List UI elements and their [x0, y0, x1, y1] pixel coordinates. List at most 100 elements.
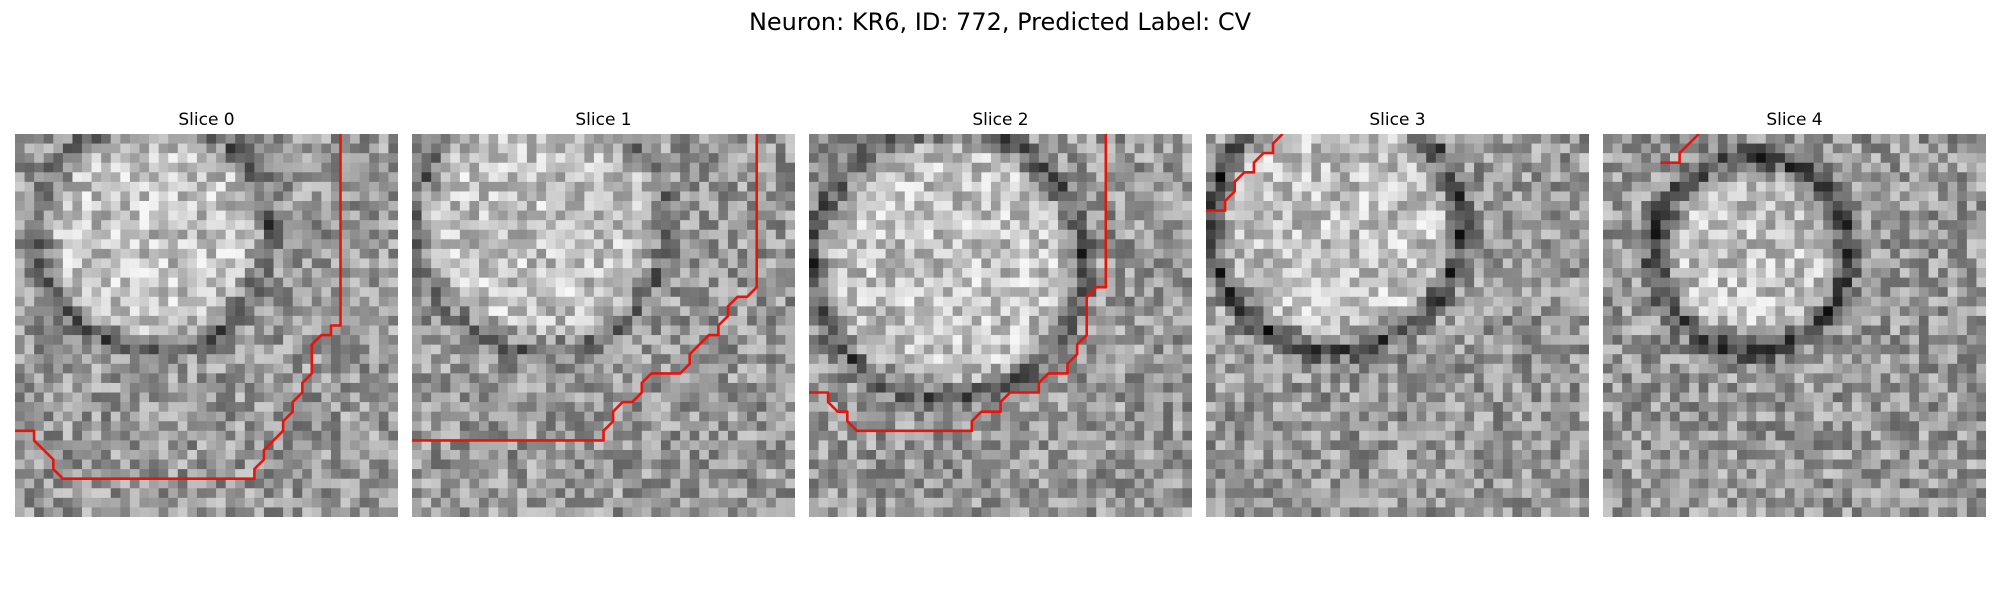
- pixel: [15, 392, 25, 403]
- pixel: [923, 488, 934, 499]
- pixel: [651, 449, 662, 460]
- pixel: [1115, 181, 1126, 192]
- pixel: [378, 421, 389, 432]
- pixel: [1057, 421, 1068, 432]
- pixel: [904, 306, 915, 317]
- pixel: [1115, 459, 1126, 470]
- pixel: [378, 373, 389, 384]
- pixel: [469, 277, 480, 288]
- pixel: [1096, 153, 1107, 164]
- pixel: [584, 268, 595, 279]
- pixel: [847, 497, 858, 508]
- pixel: [1077, 411, 1088, 422]
- pixel: [856, 469, 867, 480]
- pixel: [412, 220, 422, 231]
- pixel: [206, 478, 217, 489]
- pixel: [507, 248, 518, 259]
- pixel: [660, 507, 671, 517]
- pixel: [699, 239, 710, 250]
- pixel: [876, 335, 886, 346]
- pixel: [311, 287, 322, 298]
- pixel: [101, 363, 112, 374]
- pixel: [110, 296, 121, 307]
- pixel: [216, 325, 227, 336]
- slice-title-1: Slice 1: [575, 110, 632, 130]
- pixel: [91, 411, 102, 422]
- pixel: [244, 143, 255, 154]
- pixel: [1320, 172, 1331, 183]
- pixel: [62, 191, 73, 202]
- pixel: [82, 488, 92, 499]
- pixel: [302, 162, 313, 173]
- pixel: [1086, 239, 1097, 250]
- pixel: [517, 248, 528, 259]
- pixel: [34, 181, 45, 192]
- pixel: [139, 363, 150, 374]
- pixel: [158, 153, 169, 164]
- pixel: [828, 478, 839, 489]
- pixel: [1086, 469, 1097, 480]
- pixel: [440, 354, 451, 365]
- pixel: [904, 201, 915, 211]
- pixel: [1387, 162, 1398, 173]
- pixel: [952, 306, 963, 317]
- pixel: [856, 239, 867, 250]
- pixel: [622, 220, 633, 231]
- pixel: [254, 469, 265, 480]
- pixel: [536, 440, 547, 451]
- pixel: [1172, 478, 1183, 489]
- pixel: [809, 363, 819, 374]
- pixel: [459, 210, 470, 221]
- pixel: [818, 421, 829, 432]
- pixel: [187, 306, 198, 317]
- pixel: [1153, 220, 1164, 231]
- pixel: [359, 229, 370, 240]
- pixel: [62, 449, 73, 460]
- pixel: [91, 134, 102, 144]
- pixel: [1057, 143, 1068, 154]
- pixel: [350, 220, 361, 231]
- pixel: [943, 248, 954, 259]
- pixel: [196, 430, 207, 441]
- pixel: [837, 239, 848, 250]
- pixel: [350, 469, 361, 480]
- pixel: [91, 229, 102, 240]
- pixel: [952, 507, 963, 517]
- pixel: [53, 172, 64, 183]
- pixel: [1301, 172, 1312, 183]
- pixel: [62, 478, 73, 489]
- pixel: [62, 248, 73, 259]
- pixel: [254, 315, 265, 326]
- pixel: [1000, 258, 1011, 269]
- pixel: [24, 191, 35, 202]
- pixel: [1182, 248, 1192, 259]
- pixel: [350, 373, 361, 384]
- pixel: [526, 277, 537, 288]
- pixel: [1172, 325, 1183, 336]
- pixel: [1057, 344, 1068, 355]
- pixel: [72, 354, 83, 365]
- pixel: [244, 325, 255, 336]
- pixel: [1105, 430, 1116, 441]
- pixel: [1144, 306, 1155, 317]
- pixel: [1397, 172, 1408, 183]
- pixel: [756, 287, 767, 298]
- pixel: [235, 296, 246, 307]
- pixel: [206, 172, 217, 183]
- pixel: [727, 469, 738, 480]
- pixel: [283, 162, 294, 173]
- pixel: [488, 258, 499, 269]
- pixel: [1163, 306, 1174, 317]
- pixel: [196, 134, 207, 144]
- pixel: [866, 315, 877, 326]
- pixel: [273, 469, 284, 480]
- pixel: [216, 229, 227, 240]
- pixel: [952, 287, 963, 298]
- pixel: [168, 220, 179, 231]
- pixel: [187, 335, 198, 346]
- pixel: [584, 277, 595, 288]
- pixel: [350, 229, 361, 240]
- pixel: [971, 325, 982, 336]
- pixel: [766, 459, 777, 470]
- pixel: [660, 220, 671, 231]
